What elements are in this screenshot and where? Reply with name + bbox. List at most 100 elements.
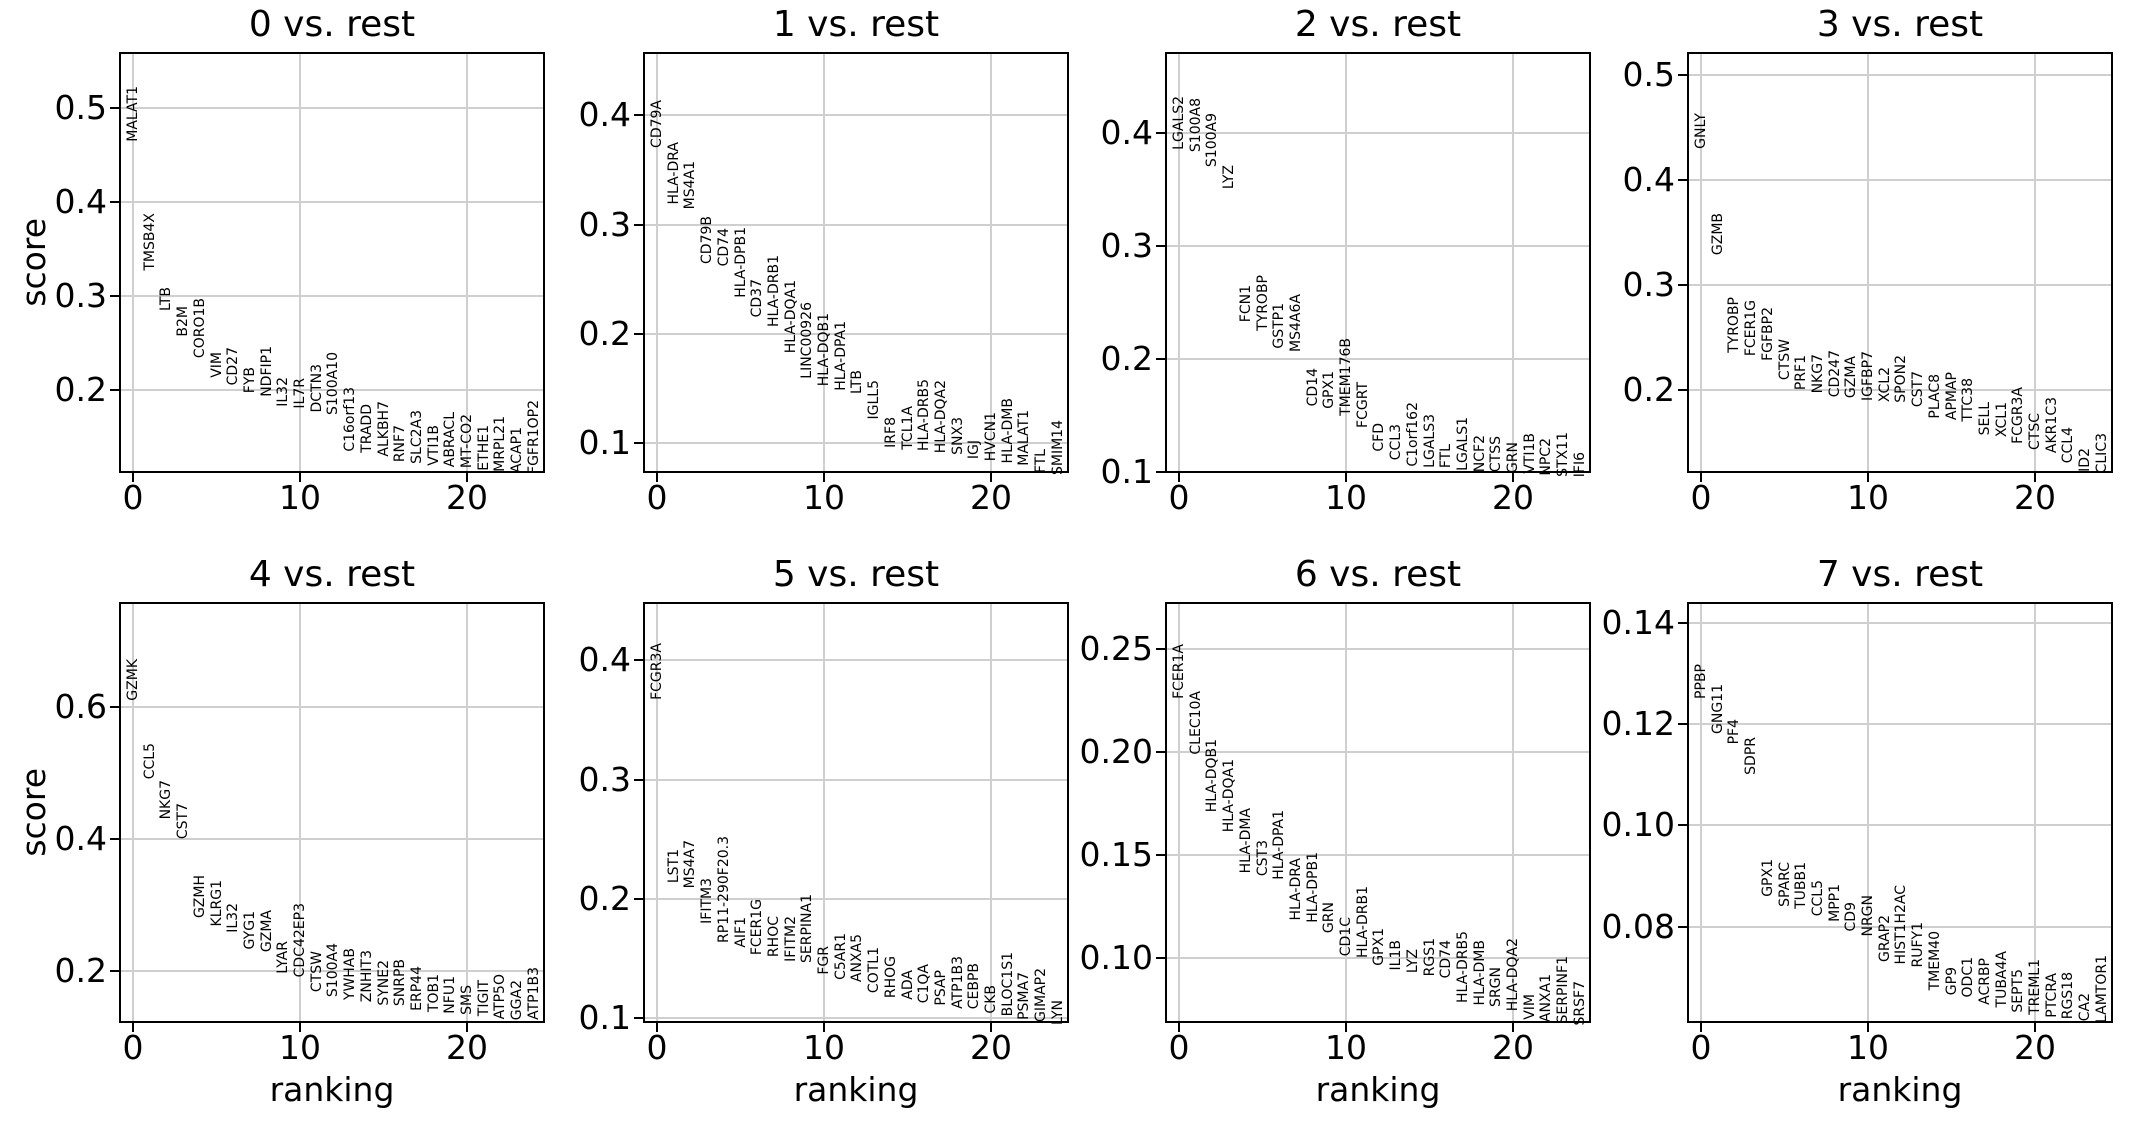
gridline-v [1512, 52, 1514, 473]
gene-label: ANXA1 [1538, 973, 1555, 1022]
y-tick-label: 0.4 [54, 819, 107, 858]
gridline-h [643, 442, 1069, 444]
gene-label: PTCRA [2043, 973, 2060, 1018]
gene-label: NKG7 [1809, 353, 1826, 394]
gene-label: GIMAP2 [1033, 967, 1050, 1022]
gridline-v [990, 602, 992, 1023]
y-tick [1678, 622, 1687, 624]
gene-label: HLA-DPA1 [1271, 810, 1288, 880]
y-tick [110, 201, 119, 203]
x-tick [656, 1023, 658, 1032]
gene-label: HLA-DQB1 [816, 313, 833, 387]
gridline-h [119, 838, 545, 840]
gene-label: CA2 [2077, 993, 2094, 1022]
gene-label: LYN [1049, 1000, 1066, 1026]
gene-label: TTC38 [1960, 377, 1977, 422]
gene-label: MALAT1 [125, 85, 142, 142]
y-tick-label: 0.10 [1601, 805, 1675, 844]
gene-label: ANXA5 [849, 934, 866, 983]
gene-label: VIM [208, 352, 225, 379]
axes-5 [643, 602, 1069, 1023]
gene-label: S100A10 [325, 351, 342, 415]
gene-label: TMSB4X [141, 213, 158, 271]
gene-label: ALKBH7 [375, 401, 392, 458]
gene-label: FCER1G [749, 898, 766, 955]
subplot-title: 0 vs. rest [248, 4, 416, 45]
gene-label: C5AR1 [832, 932, 849, 980]
gene-label: FYB [241, 366, 258, 394]
gene-label: FTL [1438, 444, 1455, 469]
y-tick [1678, 389, 1687, 391]
y-tick-label: 0.10 [1079, 938, 1153, 977]
x-tick [1178, 473, 1180, 482]
gene-label: GNLY [1693, 112, 1710, 149]
axes-3 [1687, 52, 2113, 473]
axes-0 [119, 52, 545, 473]
gene-label: HLA-DRB5 [1454, 931, 1471, 1004]
gene-label: FCN1 [1237, 284, 1254, 322]
gene-label: GRN [1505, 442, 1521, 474]
x-axis-label: ranking [793, 1070, 919, 1109]
gene-label: IFITM3 [699, 877, 716, 924]
x-tick [1512, 1023, 1514, 1032]
y-tick-label: 0.20 [1079, 732, 1153, 771]
gene-label: RGS18 [2060, 972, 2077, 1020]
gridline-v [1345, 602, 1347, 1023]
y-tick-label: 0.3 [578, 205, 631, 244]
gene-label: SRGN [1488, 967, 1505, 1008]
y-tick [1678, 926, 1687, 928]
gene-label: TUBA4A [1993, 951, 2010, 1008]
y-tick-label: 0.1 [1100, 452, 1153, 491]
gridline-h [1165, 854, 1591, 856]
gridline-v [466, 52, 468, 473]
gridline-h [1165, 648, 1591, 650]
y-axis-label-text: score [13, 218, 53, 307]
y-tick-label: 0.1 [578, 423, 631, 462]
gene-label: APMAP [1943, 372, 1960, 421]
gene-label: RGS1 [1421, 938, 1438, 977]
x-tick-label: 10 [803, 478, 845, 517]
gene-label: C1orf162 [1404, 401, 1421, 467]
gene-label: CCL5 [141, 743, 158, 780]
gene-label: AIF1 [732, 917, 749, 948]
x-tick [1700, 473, 1702, 482]
gene-label: VTI1B [1521, 433, 1538, 475]
gene-label: HLA-DPB1 [732, 227, 749, 298]
gene-label: FCGRT [1354, 381, 1371, 428]
gridline-h [119, 706, 545, 708]
gene-label: CD79B [699, 215, 716, 264]
gene-label: HLA-DRA [665, 142, 682, 205]
gene-label: ODC1 [1960, 957, 1977, 998]
gene-label: HLA-DRB5 [916, 378, 933, 451]
gene-label: FTL [1033, 449, 1050, 474]
gridline-v [1512, 602, 1514, 1023]
subplot-title: 3 vs. rest [1816, 4, 1984, 45]
gene-label: PF4 [1726, 718, 1743, 745]
x-tick [1345, 473, 1347, 482]
gene-label: HLA-DQB1 [1204, 738, 1221, 812]
y-tick [110, 389, 119, 391]
x-tick-label: 0 [1168, 478, 1190, 517]
gene-label: MS4A1 [682, 160, 699, 210]
gridline-v [466, 602, 468, 1023]
gridline-h [119, 201, 545, 203]
gene-label: SERPINA1 [799, 894, 816, 964]
y-tick-label: 0.2 [578, 314, 631, 353]
gene-label: GZMB [1709, 212, 1726, 255]
gene-label: ACAP1 [509, 426, 526, 473]
gene-label: FGR [816, 946, 833, 976]
axes-4 [119, 602, 545, 1023]
gene-label: GP9 [1943, 966, 1960, 996]
gridline-h [1165, 751, 1591, 753]
gridline-h [1687, 74, 2113, 76]
gene-label: CST3 [1254, 839, 1271, 876]
gene-label: RUFY1 [1910, 921, 1927, 968]
gene-label: TMEM40 [1926, 930, 1943, 991]
gridline-h [119, 970, 545, 972]
y-tick [1156, 648, 1165, 650]
gene-label: GRAP2 [1876, 915, 1893, 963]
gene-label: DCTN3 [308, 364, 325, 413]
gene-label: GGA2 [509, 979, 526, 1020]
x-tick [466, 473, 468, 482]
gene-label: CTSW [1776, 338, 1793, 380]
